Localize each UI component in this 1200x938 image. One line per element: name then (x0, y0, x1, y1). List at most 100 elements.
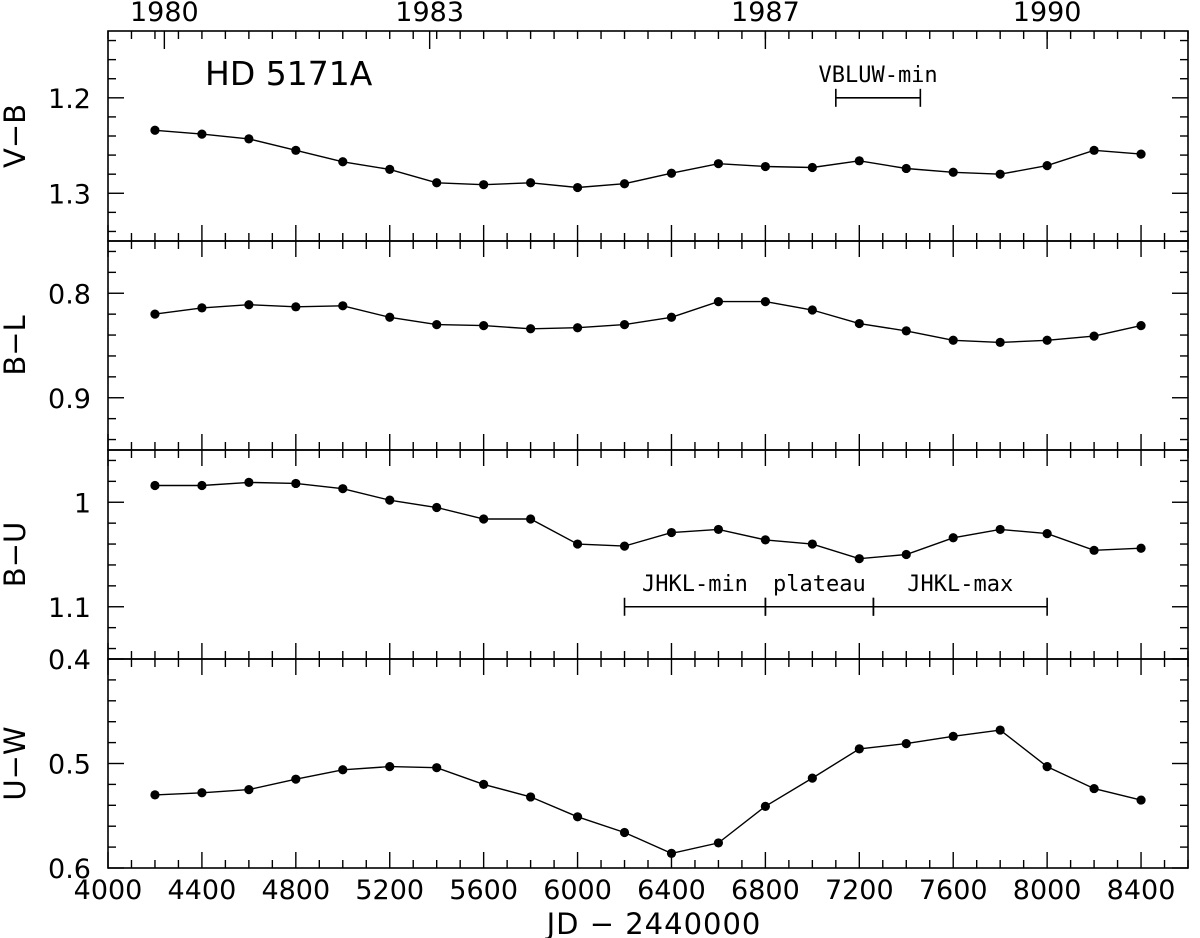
data-point (526, 514, 536, 524)
x-tick-label: 8400 (1107, 875, 1176, 906)
data-point (666, 848, 677, 858)
data-point (666, 527, 677, 538)
annotation-label: VBLUW-min (818, 63, 937, 88)
data-point (479, 180, 489, 190)
data-point (1136, 149, 1146, 159)
data-point (619, 541, 630, 551)
data-point (807, 539, 817, 549)
data-point (244, 477, 254, 487)
data-point (760, 161, 770, 172)
data-point (854, 554, 864, 564)
x-axis-label: JD − 2440000 (545, 907, 762, 938)
data-point (807, 305, 817, 315)
data-point (338, 157, 348, 167)
data-point (1089, 783, 1099, 794)
data-point (995, 725, 1005, 735)
data-point (338, 301, 348, 311)
x-tick-label: 5600 (449, 875, 518, 906)
x-tick-label: 8000 (1013, 875, 1082, 906)
data-point (150, 480, 160, 491)
data-point (572, 323, 583, 333)
data-point (197, 129, 207, 139)
data-point (291, 478, 301, 489)
panel-y-label: U−W (0, 726, 32, 800)
data-point (432, 502, 442, 513)
data-point (244, 134, 254, 144)
x-tick-label: 6400 (637, 875, 706, 906)
x-tick-label: 5200 (355, 875, 424, 906)
axis-ticks: 1980 1983 1987 1990 4000 4400 4800 5200 5600 6000… (48, 0, 1189, 906)
year-tick-label: 1983 (395, 0, 464, 28)
x-tick-label: 4000 (74, 875, 143, 906)
data-point (948, 731, 958, 741)
data-point (854, 156, 864, 166)
data-point (619, 827, 630, 838)
data-point (432, 320, 442, 330)
data-point (1136, 321, 1146, 331)
star-name-label: HD 5171A (205, 54, 373, 93)
data-point (526, 178, 536, 188)
annotation-label: plateau (773, 572, 866, 597)
year-tick-label: 1990 (1013, 0, 1082, 28)
data-point (1136, 543, 1146, 553)
data-point (760, 297, 770, 307)
data-point (901, 549, 911, 560)
data-point (197, 480, 207, 491)
annotation-label: JHKL-min (642, 572, 748, 597)
data-point (995, 337, 1005, 347)
x-tick-label: 6000 (543, 875, 612, 906)
panel-y-label: B−L (0, 315, 32, 375)
data-point (526, 792, 536, 802)
data-point (197, 788, 207, 798)
data-point (338, 765, 348, 775)
year-tick-label: 1980 (130, 0, 199, 28)
data-point (526, 324, 536, 334)
data-point (385, 312, 395, 322)
data-point (385, 164, 395, 175)
data-point (854, 744, 864, 754)
data-point (1042, 160, 1052, 171)
y-tick-label: 1.1 (48, 593, 91, 624)
data-point (244, 300, 254, 310)
y-tick-label: 1.3 (48, 179, 91, 210)
data-point (1089, 145, 1099, 155)
data-point (150, 790, 160, 800)
data-point (807, 773, 817, 783)
data-series (150, 125, 1146, 858)
data-point (901, 326, 911, 336)
data-point (1089, 545, 1099, 555)
series-line (154, 300, 1142, 344)
y-tick-label: 0.5 (48, 750, 91, 781)
y-tick-label: 0.6 (48, 854, 91, 885)
data-point (948, 335, 958, 345)
data-point (244, 785, 254, 795)
data-point (901, 739, 911, 749)
data-point (995, 524, 1005, 535)
y-tick-label: 0.4 (48, 645, 91, 676)
year-tick-label: 1987 (731, 0, 800, 28)
data-point (1136, 795, 1146, 805)
data-point (666, 168, 677, 178)
data-point (760, 535, 770, 545)
data-point (713, 524, 724, 535)
data-point (854, 318, 864, 329)
panel-y-label: V−B (0, 104, 32, 168)
panel-y-label: B−U (0, 522, 32, 587)
data-point (1042, 762, 1052, 772)
data-point (948, 533, 958, 543)
y-tick-label: 1 (74, 488, 91, 519)
data-point (291, 145, 301, 155)
data-point (385, 495, 395, 505)
data-point (572, 539, 583, 549)
x-tick-label: 7200 (825, 875, 894, 906)
annotation-label: JHKL-max (907, 572, 1013, 597)
x-tick-label: 4400 (168, 875, 237, 906)
annotations: VBLUW-min JHKL-min plateau JHKL-max (623, 63, 1048, 616)
data-point (666, 312, 677, 322)
data-point (760, 801, 770, 811)
data-point (432, 178, 442, 188)
data-point (479, 514, 489, 524)
data-point (291, 302, 301, 312)
data-point (432, 763, 442, 773)
